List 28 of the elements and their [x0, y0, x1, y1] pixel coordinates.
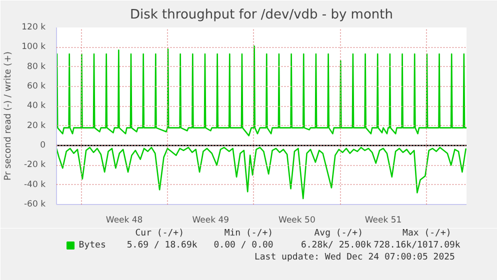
text: Max (-/+): [402, 228, 452, 238]
text: 6.28k/ 25.00k: [300, 240, 372, 250]
x-tick-label: Week 48: [106, 216, 143, 226]
y-tick-label: 20 k: [27, 120, 46, 131]
text: Cur (-/+): [135, 228, 184, 238]
y-tick-label: 0: [40, 140, 46, 150]
chart-title: Disk throughput for /dev/vdb - by month: [130, 8, 394, 22]
text: 5.69 / 18.69k: [126, 240, 198, 250]
text: Min (-/+): [224, 228, 274, 238]
line-series: [56, 46, 466, 136]
y-tick-label: 80 k: [27, 62, 46, 72]
x-tick-label: Week 51: [364, 216, 402, 226]
y-tick-label: -20 k: [24, 160, 46, 170]
y-tick-label: 40 k: [27, 101, 46, 112]
text: Last update: Wed Dec 24 07:00:05 2025: [254, 252, 455, 262]
text: 0.00 / 0.00: [214, 240, 274, 250]
x-tick-label: Week 50: [278, 216, 316, 226]
y-tick-label: 100 k: [22, 42, 46, 52]
y-tick-label: 60 k: [27, 82, 46, 92]
x-tick-label: Week 49: [192, 216, 230, 226]
legend-label: Bytes: [78, 240, 106, 250]
text: 728.16k/1017.09k: [374, 240, 461, 250]
y-tick-label: -40 k: [24, 180, 46, 190]
y-axis-title: Pr second read (-) / write (+): [4, 51, 14, 180]
y-tick-label: -60 k: [24, 200, 46, 210]
line-series: [56, 146, 466, 200]
text: Avg (-/+): [314, 228, 364, 238]
y-tick-label: 120 k: [22, 22, 46, 32]
